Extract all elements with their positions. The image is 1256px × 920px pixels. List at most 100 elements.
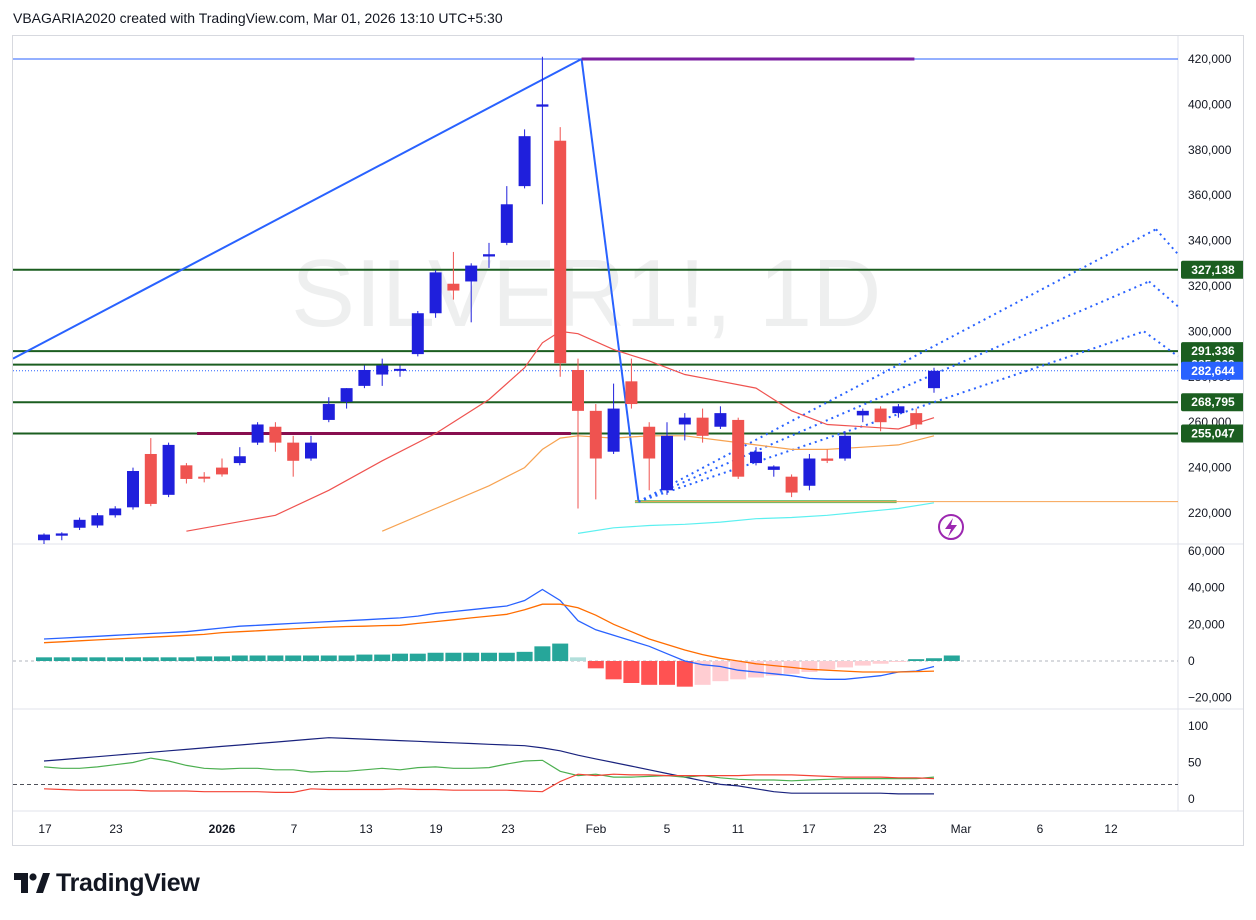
candle[interactable] [162, 442, 175, 498]
candle[interactable] [55, 532, 68, 541]
time-axis[interactable]: 17 23 2026 7 13 19 23 Feb 5 11 17 23 Mar 6 12 [38, 822, 1118, 836]
candle[interactable] [216, 458, 228, 477]
candle-body[interactable] [589, 410, 602, 459]
candle-body[interactable] [874, 408, 887, 423]
candle-body[interactable] [732, 419, 745, 477]
candle[interactable] [358, 365, 371, 389]
candle-body[interactable] [322, 404, 335, 420]
candle[interactable] [572, 358, 584, 509]
candle-body[interactable] [892, 406, 905, 414]
candle-body[interactable] [91, 515, 104, 526]
candle[interactable] [928, 367, 940, 393]
candle[interactable] [696, 408, 709, 443]
candle-body[interactable] [55, 533, 68, 536]
lightning-icon[interactable] [938, 514, 964, 540]
dmi-pane[interactable] [13, 737, 1178, 795]
candle-body[interactable] [821, 458, 834, 461]
candle[interactable] [411, 310, 424, 357]
candle[interactable] [251, 422, 264, 445]
candle-body[interactable] [376, 365, 389, 375]
candle-body[interactable] [251, 424, 264, 443]
projection-line[interactable] [1143, 330, 1179, 358]
candle-body[interactable] [714, 413, 727, 427]
candle[interactable] [750, 447, 762, 466]
candle[interactable] [625, 358, 638, 409]
candle[interactable] [109, 506, 122, 518]
candle-body[interactable] [447, 283, 460, 291]
candle-body[interactable] [340, 388, 353, 402]
candle[interactable] [483, 242, 495, 268]
candles[interactable] [38, 56, 940, 545]
projection-line[interactable] [638, 228, 1157, 503]
drop-trend-line[interactable] [580, 58, 640, 502]
candle[interactable] [127, 467, 139, 510]
candle[interactable] [785, 474, 798, 498]
candle-body[interactable] [767, 466, 780, 470]
candle-body[interactable] [198, 476, 211, 479]
candle-body[interactable] [358, 369, 371, 386]
candle-body[interactable] [483, 254, 495, 257]
candle[interactable] [376, 358, 389, 386]
candle[interactable] [714, 406, 727, 430]
candle[interactable] [500, 186, 513, 246]
candle-body[interactable] [643, 426, 656, 459]
candle-body[interactable] [73, 519, 86, 528]
candle[interactable] [856, 408, 869, 423]
candle-body[interactable] [572, 369, 584, 411]
candle-body[interactable] [305, 442, 317, 459]
candle[interactable] [767, 465, 780, 477]
candle[interactable] [910, 408, 923, 430]
candle[interactable] [589, 404, 602, 500]
candle-body[interactable] [910, 413, 923, 425]
projection-line[interactable] [638, 330, 1145, 503]
candle-body[interactable] [554, 140, 567, 364]
candle[interactable] [536, 56, 549, 205]
candle-body[interactable] [678, 417, 691, 425]
candle-body[interactable] [928, 370, 940, 389]
candle[interactable] [678, 413, 691, 441]
candle-body[interactable] [216, 467, 228, 475]
candle[interactable] [839, 431, 851, 461]
candle-body[interactable] [465, 265, 478, 282]
candle[interactable] [180, 463, 193, 484]
candle[interactable] [661, 422, 673, 495]
candle[interactable] [340, 388, 353, 409]
candle[interactable] [38, 533, 50, 544]
candle-body[interactable] [394, 368, 406, 371]
candle-body[interactable] [144, 453, 157, 504]
candle[interactable] [233, 447, 246, 466]
candle[interactable] [91, 513, 104, 528]
candle-body[interactable] [500, 204, 513, 243]
candle-body[interactable] [750, 451, 762, 464]
projection-line[interactable] [638, 280, 1150, 503]
candle[interactable] [892, 404, 905, 418]
candle-body[interactable] [785, 476, 798, 493]
candle-body[interactable] [661, 435, 673, 491]
candle-body[interactable] [127, 471, 139, 508]
candle-body[interactable] [429, 272, 442, 314]
candle-body[interactable] [411, 313, 424, 355]
candle[interactable] [643, 422, 656, 491]
chart-canvas[interactable]: SILVER1!, 1D 220,000240,000260,000280,00… [13, 36, 1243, 845]
projection-line[interactable] [1148, 280, 1179, 308]
candle[interactable] [607, 383, 620, 454]
candle-body[interactable] [109, 508, 122, 516]
candle[interactable] [269, 422, 282, 452]
macd-pane[interactable] [13, 588, 1178, 687]
candle-body[interactable] [233, 456, 246, 464]
candle[interactable] [732, 417, 745, 479]
candle-body[interactable] [856, 410, 869, 416]
candle[interactable] [803, 453, 816, 491]
candle-body[interactable] [536, 104, 549, 107]
candle-body[interactable] [803, 458, 816, 486]
candle[interactable] [465, 263, 478, 323]
candle[interactable] [447, 251, 460, 300]
candle-body[interactable] [38, 534, 50, 541]
candle-body[interactable] [839, 435, 851, 459]
candle[interactable] [287, 435, 300, 477]
candle-body[interactable] [287, 442, 300, 461]
candle[interactable] [554, 127, 567, 377]
candle-body[interactable] [180, 465, 193, 479]
candle[interactable] [322, 397, 335, 423]
candle[interactable] [305, 435, 317, 461]
